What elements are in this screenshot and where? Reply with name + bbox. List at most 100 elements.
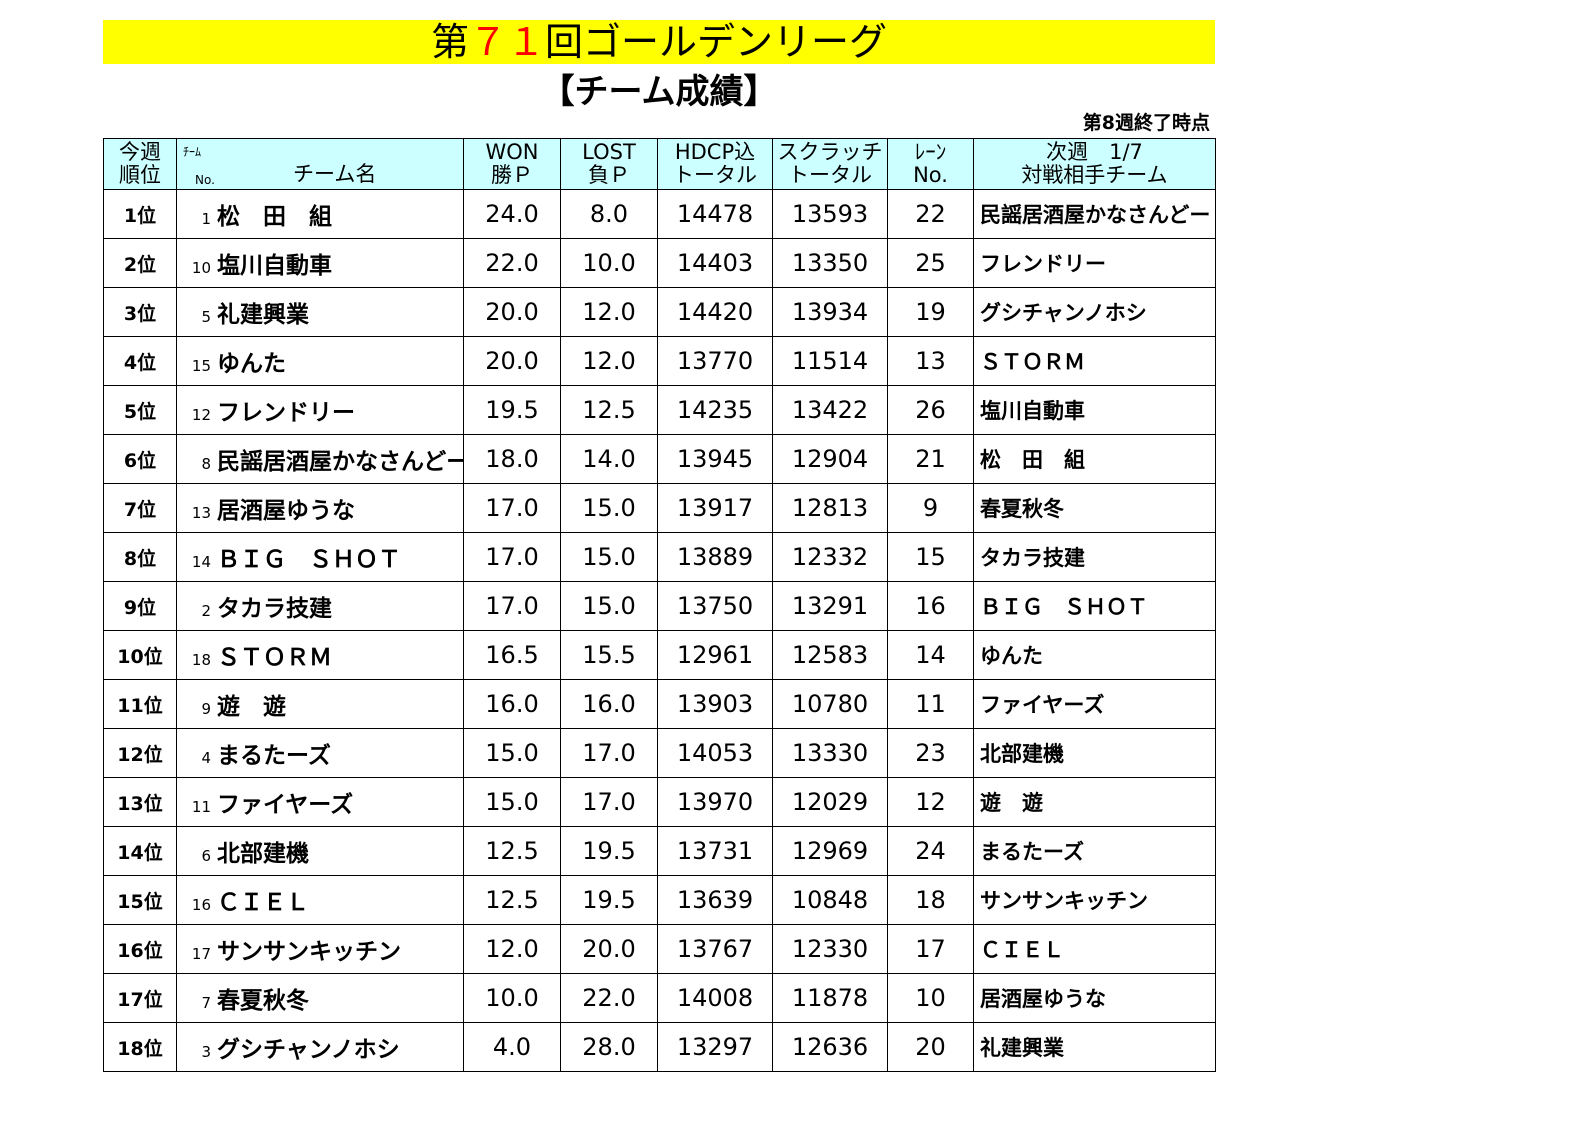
- scratch-total-cell: 13934: [772, 287, 888, 337]
- won-cell: 15.0: [463, 728, 561, 778]
- team-cell: 6 北部建機: [176, 826, 464, 876]
- team-cell: 5 礼建興業: [176, 287, 464, 337]
- opponent-cell: サンサンキッチン: [973, 875, 1216, 925]
- hdcp-total-cell: 14403: [657, 238, 773, 288]
- team-name: 松 田 組: [217, 204, 332, 230]
- team-name: ファイヤーズ: [217, 792, 354, 818]
- team-cell: 10 塩川自動車: [176, 238, 464, 288]
- opponent-cell: 礼建興業: [973, 1022, 1216, 1072]
- opponent-cell: グシチャンノホシ: [973, 287, 1216, 337]
- lane-cell: 23: [887, 728, 974, 778]
- table-row: 7位 13 居酒屋ゆうな 17.0 15.0 13917 12813 9 春夏秋冬: [103, 483, 1216, 533]
- rank-cell: 10位: [103, 630, 177, 680]
- team-cell: 9 遊 遊: [176, 679, 464, 729]
- scratch-total-cell: 13422: [772, 385, 888, 435]
- table-row: 14位 6 北部建機 12.5 19.5 13731 12969 24 まるたーズ: [103, 826, 1216, 876]
- team-name: ＣＩＥＬ: [217, 890, 309, 916]
- lost-cell: 12.0: [560, 336, 658, 386]
- opponent-cell: フレンドリー: [973, 238, 1216, 288]
- rank-cell: 6位: [103, 434, 177, 484]
- scratch-total-cell: 13291: [772, 581, 888, 631]
- lane-cell: 20: [887, 1022, 974, 1072]
- title-suffix: 回ゴールデンリーグ: [545, 20, 888, 64]
- won-cell: 15.0: [463, 777, 561, 827]
- won-cell: 18.0: [463, 434, 561, 484]
- table-row: 8位 14 ＢＩＧ ＳＨＯＴ 17.0 15.0 13889 12332 15 タカラ技建: [103, 532, 1216, 582]
- scratch-total-cell: 12029: [772, 777, 888, 827]
- lane-cell: 13: [887, 336, 974, 386]
- opponent-cell: 松 田 組: [973, 434, 1216, 484]
- won-cell: 16.5: [463, 630, 561, 680]
- scratch-total-cell: 13350: [772, 238, 888, 288]
- header-team-no: No.: [195, 173, 215, 187]
- table-row: 5位 12 フレンドリー 19.5 12.5 14235 13422 26 塩川自動車: [103, 385, 1216, 435]
- team-cell: 2 タカラ技建: [176, 581, 464, 631]
- team-cell: 7 春夏秋冬: [176, 973, 464, 1023]
- team-number: 12: [191, 406, 211, 424]
- rank-cell: 18位: [103, 1022, 177, 1072]
- table-row: 11位 9 遊 遊 16.0 16.0 13903 10780 11 ファイヤーズ: [103, 679, 1216, 729]
- team-number: 1: [201, 210, 211, 228]
- team-name: 居酒屋ゆうな: [217, 498, 355, 524]
- table-row: 3位 5 礼建興業 20.0 12.0 14420 13934 19 グシチャンノホシ: [103, 287, 1216, 337]
- won-cell: 12.5: [463, 826, 561, 876]
- won-cell: 4.0: [463, 1022, 561, 1072]
- team-name: ＳＴＯＲＭ: [217, 645, 332, 671]
- team-name: 礼建興業: [217, 302, 309, 328]
- lost-cell: 14.0: [560, 434, 658, 484]
- hdcp-total-cell: 14053: [657, 728, 773, 778]
- team-cell: 1 松 田 組: [176, 189, 464, 239]
- lost-cell: 12.0: [560, 287, 658, 337]
- won-cell: 17.0: [463, 581, 561, 631]
- team-cell: 3 グシチャンノホシ: [176, 1022, 464, 1072]
- rank-cell: 5位: [103, 385, 177, 435]
- team-name: 塩川自動車: [217, 253, 332, 279]
- team-name: サンサンキッチン: [217, 939, 401, 965]
- hdcp-total-cell: 13903: [657, 679, 773, 729]
- hdcp-total-cell: 13917: [657, 483, 773, 533]
- lane-cell: 15: [887, 532, 974, 582]
- rank-cell: 16位: [103, 924, 177, 974]
- opponent-cell: まるたーズ: [973, 826, 1216, 876]
- won-cell: 22.0: [463, 238, 561, 288]
- table-row: 2位 10 塩川自動車 22.0 10.0 14403 13350 25 フレンドリー: [103, 238, 1216, 288]
- page-subtitle: 【チーム成績】: [540, 72, 778, 112]
- team-number: 2: [201, 602, 211, 620]
- lane-cell: 16: [887, 581, 974, 631]
- team-cell: 17 サンサンキッチン: [176, 924, 464, 974]
- team-number: 8: [201, 455, 211, 473]
- hdcp-total-cell: 13945: [657, 434, 773, 484]
- won-cell: 20.0: [463, 287, 561, 337]
- team-number: 9: [201, 700, 211, 718]
- lane-cell: 17: [887, 924, 974, 974]
- team-number: 17: [191, 945, 211, 963]
- rank-cell: 9位: [103, 581, 177, 631]
- table-row: 15位 16 ＣＩＥＬ 12.5 19.5 13639 10848 18 サンサンキッチン: [103, 875, 1216, 925]
- hdcp-total-cell: 13639: [657, 875, 773, 925]
- hdcp-total-cell: 13297: [657, 1022, 773, 1072]
- lane-cell: 25: [887, 238, 974, 288]
- table-row: 12位 4 まるたーズ 15.0 17.0 14053 13330 23 北部建機: [103, 728, 1216, 778]
- table-row: 1位 1 松 田 組 24.0 8.0 14478 13593 22 民謡居酒屋かなさんどー: [103, 189, 1216, 239]
- won-cell: 24.0: [463, 189, 561, 239]
- hdcp-total-cell: 14420: [657, 287, 773, 337]
- team-cell: 13 居酒屋ゆうな: [176, 483, 464, 533]
- hdcp-total-cell: 14008: [657, 973, 773, 1023]
- team-cell: 15 ゆんた: [176, 336, 464, 386]
- header-scratch-total: スクラッチ トータル: [772, 138, 888, 190]
- lost-cell: 28.0: [560, 1022, 658, 1072]
- team-name: 春夏秋冬: [217, 988, 309, 1014]
- lane-cell: 10: [887, 973, 974, 1023]
- lane-cell: 14: [887, 630, 974, 680]
- team-cell: 4 まるたーズ: [176, 728, 464, 778]
- table-row: 6位 8 民謡居酒屋かなさんどー 18.0 14.0 13945 12904 21 松 田 組: [103, 434, 1216, 484]
- header-row: 今週 順位 ﾁｰﾑ No. チーム名 WON 勝Ｐ LOST 負Ｐ HDCP込 トータル…: [103, 138, 1216, 190]
- rank-cell: 11位: [103, 679, 177, 729]
- header-opponent: 次週 1/7 対戦相手チーム: [973, 138, 1216, 190]
- team-name: 民謡居酒屋かなさんどー: [217, 449, 464, 475]
- as-of-label: 第8週終了時点: [1082, 112, 1210, 134]
- scratch-total-cell: 12583: [772, 630, 888, 680]
- opponent-cell: ＣＩＥＬ: [973, 924, 1216, 974]
- team-cell: 18 ＳＴＯＲＭ: [176, 630, 464, 680]
- won-cell: 10.0: [463, 973, 561, 1023]
